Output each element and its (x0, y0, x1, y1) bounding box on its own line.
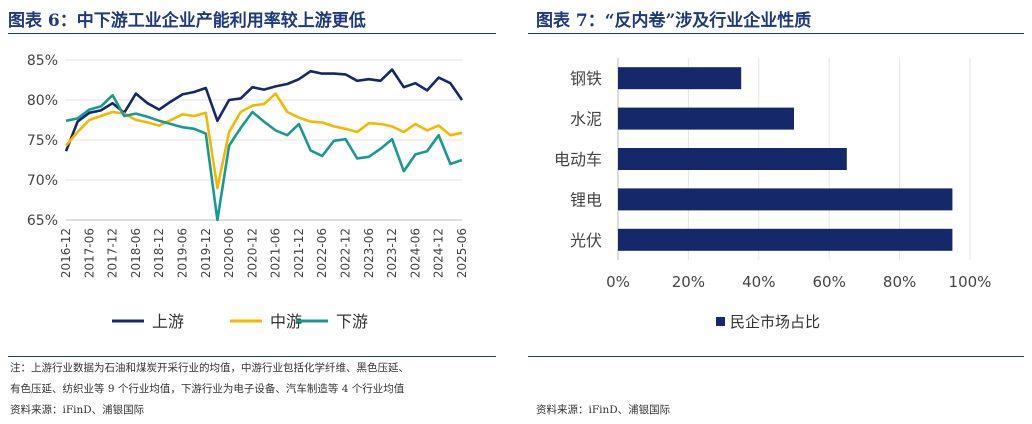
line-chart-y-tick-label: 70% (27, 173, 58, 189)
line-chart-x-tick-label: 2021-06 (269, 228, 283, 278)
line-chart-x-tick-label: 2019-12 (199, 228, 213, 278)
right-chart-title: 图表 7：“反内卷”涉及行业企业性质 (536, 11, 812, 31)
left-note-line-1: 注：上游行业数据为石油和煤炭开采行业的均值，中游行业包括化学纤维、黑色压延、 (10, 362, 409, 374)
bar-3 (618, 188, 953, 211)
bar-category-label: 钢铁 (570, 69, 602, 88)
legend-label-2: 下游 (336, 312, 368, 331)
line-chart-x-tick-label: 2025-06 (455, 228, 469, 278)
left-title-rule (8, 33, 496, 34)
line-chart-x-tick-label: 2017-06 (82, 228, 96, 278)
line-chart-x-tick-label: 2017-12 (106, 228, 120, 278)
line-chart-x-tick-label: 2022-06 (315, 228, 329, 278)
bar-chart-bars (618, 67, 953, 251)
line-chart-x-tick-label: 2024-06 (408, 228, 422, 278)
line-chart-x-tick-label: 2022-12 (339, 228, 353, 278)
line-series-2 (65, 93, 463, 222)
line-chart-x-tick-label: 2021-12 (292, 228, 306, 278)
bar-chart-x-tick-label: 0% (606, 273, 630, 291)
line-chart-y-tick-label: 85% (27, 53, 58, 69)
left-note-line-2: 有色压延、纺织业等 9 个行业均值，下游行业为电子设备、汽车制造等 4 个行业均… (10, 383, 405, 395)
line-chart-x-tick-label: 2020-06 (222, 228, 236, 278)
line-series-0 (64, 68, 464, 152)
bar-chart-x-tick-label: 20% (672, 273, 705, 291)
bar-chart-x-ticks: 0% 20% 40% 60% 80% 100% (606, 273, 991, 291)
left-chart-title: 图表 6：中下游工业企业产能利用率较上游更低 (8, 11, 366, 31)
line-chart-x-tick-label: 2024-12 (432, 228, 446, 278)
line-chart-y-tick-label: 80% (27, 93, 58, 109)
line-series-1 (65, 92, 463, 190)
right-bottom-rule (528, 356, 1024, 357)
line-chart-x-tick-label: 2018-06 (129, 228, 143, 278)
bar-0 (618, 67, 742, 90)
line-chart-legend: 上游 中游 下游 (112, 312, 368, 331)
line-chart-series (64, 68, 464, 222)
bar-chart-x-tick-label: 40% (742, 273, 775, 291)
bar-legend-swatch (716, 317, 725, 326)
right-title-rule (528, 33, 1024, 34)
bar-1 (618, 107, 794, 130)
line-chart-y-ticks: 65% 70% 75% 80% 85% (27, 53, 58, 229)
line-chart: 65%70%75%80%85% 2016-12 2017-06 2017-12 201… (27, 53, 469, 331)
line-chart-x-tick-label: 2019-06 (175, 228, 189, 278)
line-chart-x-tick-label: 2023-06 (362, 228, 376, 278)
bar-category-label: 光伏 (570, 231, 602, 250)
bar-category-label: 水泥 (570, 110, 602, 129)
line-chart-y-tick-label: 75% (27, 133, 58, 149)
line-chart-x-tick-label: 2023-12 (385, 228, 399, 278)
bar-chart-x-tick-label: 100% (949, 273, 992, 291)
bar-category-label: 电动车 (554, 150, 602, 169)
line-chart-x-tick-label: 2020-12 (245, 228, 259, 278)
left-source: 资料来源：iFinD、浦银国际 (10, 404, 145, 416)
line-chart-x-ticks: 2016-12 2017-06 2017-12 2018-06 2018-12 2019-… (59, 228, 469, 278)
line-chart-y-tick-label: 65% (27, 213, 58, 229)
bar-2 (618, 148, 847, 170)
bar-4 (618, 228, 953, 251)
left-bottom-rule (8, 356, 496, 357)
legend-label-1: 中游 (270, 312, 302, 331)
bar-category-label: 锂电 (570, 190, 602, 209)
line-chart-x-tick-label: 2018-12 (152, 228, 166, 278)
legend-label-0: 上游 (152, 312, 184, 331)
right-source: 资料来源：iFinD、浦银国际 (536, 404, 671, 416)
bar-chart-x-tick-label: 80% (883, 273, 916, 291)
bar-legend-label: 民企市场占比 (730, 313, 820, 331)
bar-chart-x-tick-label: 60% (813, 273, 846, 291)
line-chart-x-tick-label: 2016-12 (59, 228, 73, 278)
bar-chart-legend: 民企市场占比 (716, 313, 820, 331)
